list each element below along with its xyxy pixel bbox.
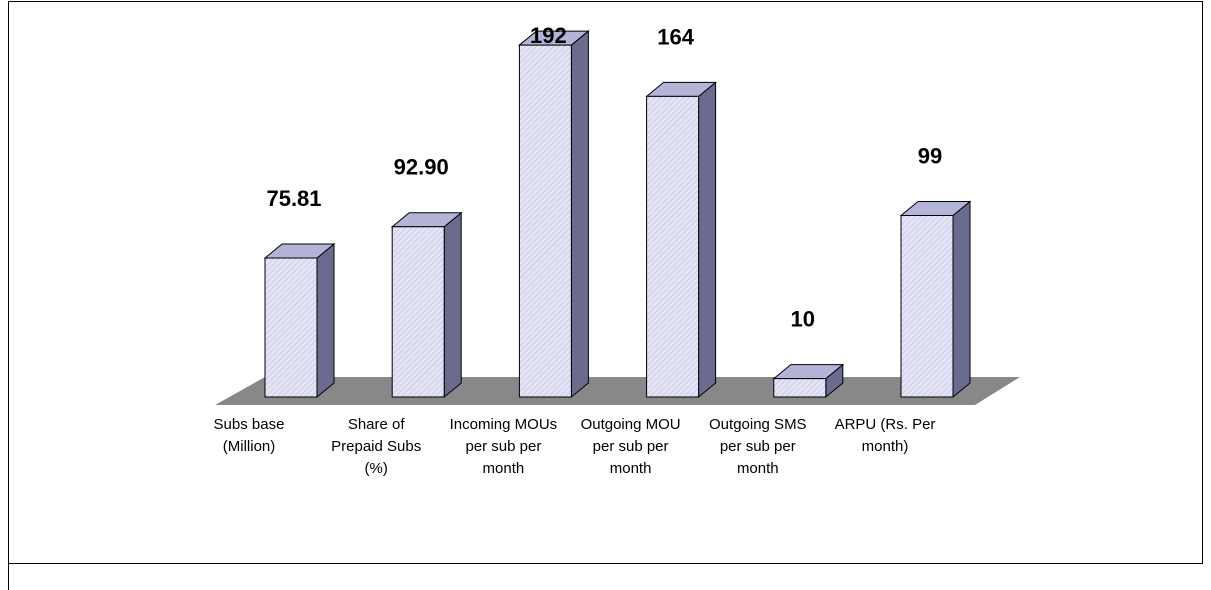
bar [645, 81, 717, 399]
value-label: 99 [918, 144, 942, 169]
bar-side [952, 200, 971, 399]
value-label: 10 [791, 307, 815, 332]
bar-front [391, 226, 445, 398]
bar-front [518, 44, 572, 398]
bar-front [646, 95, 700, 398]
bar [263, 242, 336, 399]
x-tick-label: ARPU (Rs. Per month) [834, 416, 936, 455]
bar [899, 200, 972, 399]
bar-side [316, 242, 335, 399]
bar-side [443, 211, 462, 399]
x-tick-label: Outgoing SMS per sub per month [709, 416, 807, 477]
bar-front [773, 378, 827, 398]
bar-side [698, 81, 717, 399]
bar-front [900, 215, 954, 398]
x-tick-label: Outgoing MOU per sub per month [580, 416, 681, 477]
bar-front [264, 257, 318, 398]
bar-side [570, 30, 589, 399]
value-label: 192 [530, 23, 567, 48]
x-tick-label: Share of Prepaid Subs (%) [331, 416, 422, 477]
frame [8, 1, 1203, 564]
value-label: 92.90 [394, 155, 449, 180]
x-tick-label: Incoming MOUs per sub per month [449, 416, 558, 477]
floor [215, 377, 1020, 405]
bar [772, 363, 845, 399]
value-label: 164 [657, 24, 694, 49]
value-label: 75.81 [266, 186, 321, 211]
x-tick-label: Subs base (Million) [213, 416, 285, 455]
bar [518, 30, 590, 399]
bar [390, 211, 463, 399]
